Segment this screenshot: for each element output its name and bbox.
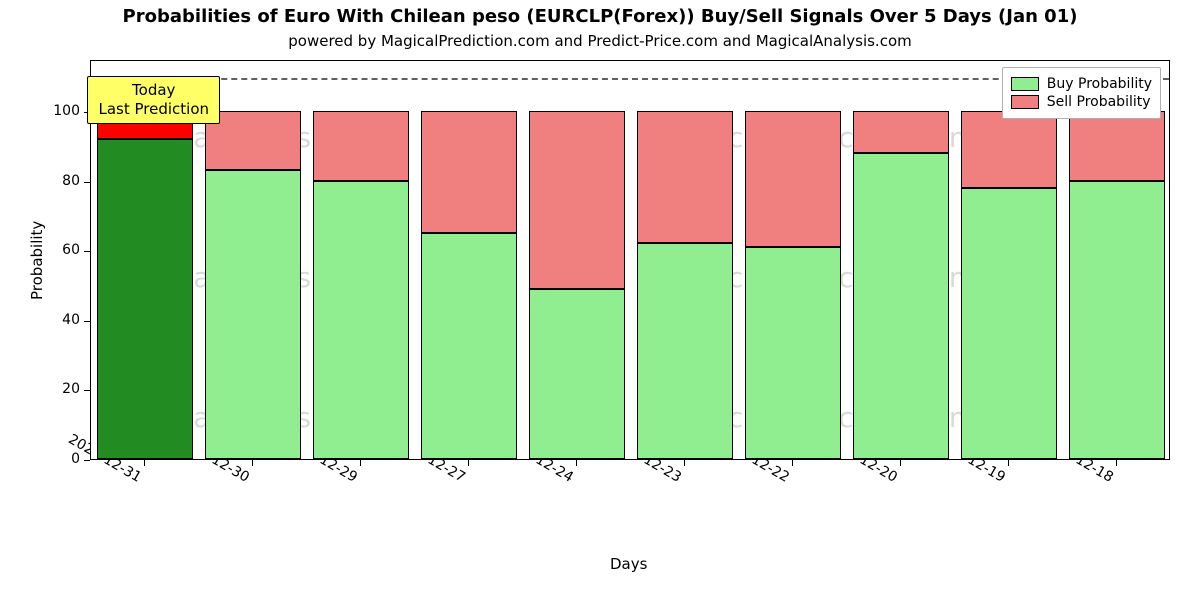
ytick-label: 80 — [40, 173, 80, 189]
bar-segment-buy — [745, 247, 840, 459]
y-axis-label: Probability — [28, 221, 46, 300]
bar-segment-buy — [1069, 181, 1164, 459]
bar-segment-buy — [853, 153, 948, 459]
bar-segment-buy — [961, 188, 1056, 459]
ytick-label: 60 — [40, 242, 80, 258]
chart-title: Probabilities of Euro With Chilean peso … — [0, 6, 1200, 27]
bar-segment-sell — [1069, 111, 1164, 181]
legend-swatch-buy — [1011, 77, 1039, 91]
bar-group — [205, 111, 300, 459]
annotation-line-1: Today — [98, 81, 209, 100]
bar-segment-buy — [421, 233, 516, 459]
bar-group — [853, 111, 948, 459]
bar-segment-buy — [313, 181, 408, 459]
bar-segment-buy — [205, 170, 300, 459]
bar-group — [1069, 111, 1164, 459]
bar-segment-sell — [421, 111, 516, 233]
bar-group — [421, 111, 516, 459]
bar-group — [529, 111, 624, 459]
ytick-label: 0 — [40, 451, 80, 467]
today-annotation: Today Last Prediction — [87, 76, 220, 124]
xtick-mark — [468, 460, 469, 466]
xtick-mark — [144, 460, 145, 466]
ytick-mark — [84, 460, 90, 461]
xtick-mark — [576, 460, 577, 466]
bar-segment-sell — [961, 111, 1056, 188]
bar-segment-sell — [313, 111, 408, 181]
bar-segment-buy — [637, 243, 732, 459]
bar-segment-sell — [637, 111, 732, 243]
bar-segment-sell — [529, 111, 624, 288]
bar-group — [637, 111, 732, 459]
annotation-line-2: Last Prediction — [98, 100, 209, 119]
ytick-label: 40 — [40, 312, 80, 328]
legend: Buy Probability Sell Probability — [1002, 67, 1161, 119]
xtick-mark — [360, 460, 361, 466]
plot-area: MagicalAnalysis.comMagicalPrediction.com… — [90, 60, 1170, 460]
chart-subtitle: powered by MagicalPrediction.com and Pre… — [0, 32, 1200, 50]
bar-segment-buy — [529, 289, 624, 459]
legend-item-sell: Sell Probability — [1011, 94, 1152, 110]
xtick-mark — [1008, 460, 1009, 466]
x-axis-label: Days — [610, 555, 647, 573]
bar-group — [97, 111, 192, 459]
legend-swatch-sell — [1011, 95, 1039, 109]
bar-group — [961, 111, 1056, 459]
xtick-mark — [684, 460, 685, 466]
bar-group — [313, 111, 408, 459]
xtick-mark — [900, 460, 901, 466]
legend-label-sell: Sell Probability — [1047, 94, 1151, 110]
bar-group — [745, 111, 840, 459]
bar-segment-sell — [745, 111, 840, 247]
xtick-mark — [792, 460, 793, 466]
bar-segment-buy — [97, 139, 192, 459]
legend-item-buy: Buy Probability — [1011, 76, 1152, 92]
ytick-label: 20 — [40, 381, 80, 397]
legend-label-buy: Buy Probability — [1047, 76, 1152, 92]
xtick-mark — [1116, 460, 1117, 466]
bar-segment-sell — [853, 111, 948, 153]
xtick-mark — [252, 460, 253, 466]
ytick-label: 100 — [40, 103, 80, 119]
chart-figure: Probabilities of Euro With Chilean peso … — [0, 0, 1200, 600]
